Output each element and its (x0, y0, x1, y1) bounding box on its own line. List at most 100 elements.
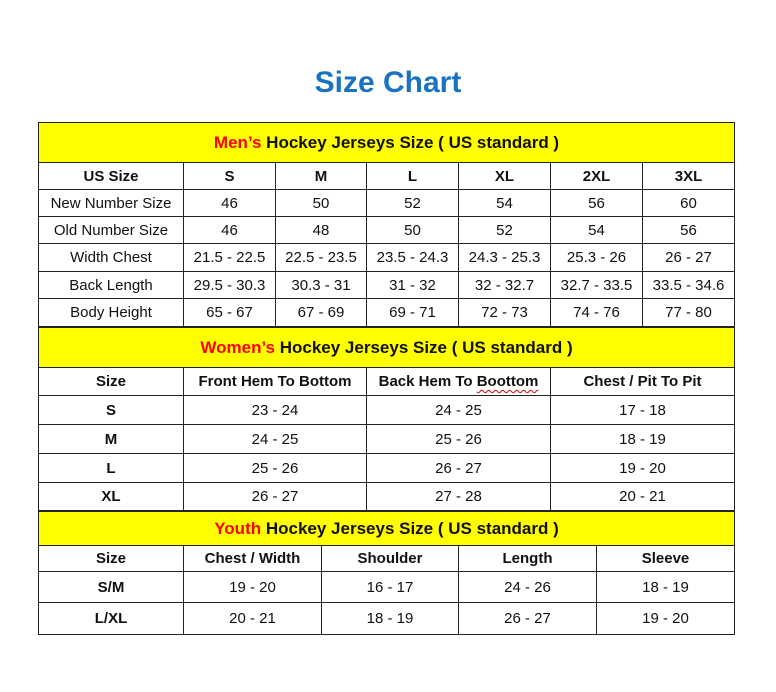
section-heading-text: Hockey Jerseys Size ( US standard ) (261, 132, 560, 152)
section-heading-highlight: Youth (214, 518, 262, 538)
women-header-row: Size Front Hem To Bottom Back Hem To Boott… (38, 367, 736, 396)
column-header-text: Back Hem To Boottom (378, 373, 539, 390)
table-row: Body Height 65 - 67 67 - 69 69 - 71 72 - 73 7… (38, 298, 736, 327)
table-cell: 33.5 - 34.6 (641, 271, 736, 299)
column-header: S (183, 162, 276, 190)
table-cell: 19 - 20 (183, 571, 322, 603)
table-cell: 46 (183, 216, 276, 244)
section-heading-text: Hockey Jerseys Size ( US standard ) (275, 337, 573, 357)
table-cell: 72 - 73 (458, 298, 551, 327)
youth-size-table: Youth Hockey Jerseys Size ( US standard … (38, 511, 735, 635)
table-cell: 21.5 - 22.5 (183, 243, 276, 272)
table-cell: 52 (366, 189, 459, 217)
column-header: Size (38, 367, 184, 396)
table-cell: 50 (275, 189, 367, 217)
column-header: Size (38, 545, 184, 572)
youth-header-row: Size Chest / Width Shoulder Length Sleeve (38, 545, 735, 572)
table-row: L 25 - 26 26 - 27 19 - 20 (38, 453, 736, 483)
youth-section-heading: Youth Hockey Jerseys Size ( US standard … (38, 511, 735, 546)
row-label: Width Chest (38, 243, 184, 272)
table-cell: 65 - 67 (183, 298, 276, 327)
table-row: Old Number Size 46 48 50 52 54 56 (38, 216, 736, 244)
column-header: Chest / Width (183, 545, 322, 572)
section-heading-highlight: Women’s (200, 337, 275, 357)
column-header: Length (458, 545, 597, 572)
table-cell: 31 - 32 (366, 271, 459, 299)
table-cell: 25 - 26 (183, 453, 367, 483)
table-cell: 27 - 28 (366, 482, 551, 511)
row-label: L (38, 453, 184, 483)
table-cell: 18 - 19 (549, 424, 736, 454)
table-cell: 30.3 - 31 (275, 271, 367, 299)
table-cell: 26 - 27 (366, 453, 551, 483)
row-label: L/XL (38, 602, 184, 635)
men-header-row: US Size S M L XL 2XL 3XL (38, 162, 736, 190)
table-cell: 32 - 32.7 (458, 271, 551, 299)
table-row: M 24 - 25 25 - 26 18 - 19 (38, 424, 736, 454)
table-row: L/XL 20 - 21 18 - 19 26 - 27 19 - 20 (38, 602, 735, 635)
table-row: S 23 - 24 24 - 25 17 - 18 (38, 395, 736, 425)
table-cell: 24 - 26 (458, 571, 597, 603)
table-cell: 52 (458, 216, 551, 244)
table-row: New Number Size 46 50 52 54 56 60 (38, 189, 736, 217)
table-cell: 25.3 - 26 (550, 243, 643, 272)
table-row: S/M 19 - 20 16 - 17 24 - 26 18 - 19 (38, 571, 735, 603)
men-size-table: Men’s Hockey Jerseys Size ( US standard … (37, 122, 736, 327)
table-cell: 56 (550, 189, 643, 217)
table-cell: 26 - 27 (458, 602, 597, 635)
row-label: S/M (38, 571, 184, 603)
table-cell: 50 (366, 216, 459, 244)
row-label: New Number Size (38, 189, 184, 217)
table-cell: 32.7 - 33.5 (550, 271, 643, 299)
row-label: Body Height (38, 298, 184, 327)
table-cell: 46 (183, 189, 276, 217)
row-label: Back Length (38, 271, 184, 299)
table-cell: 56 (641, 216, 736, 244)
column-header: Shoulder (321, 545, 459, 572)
column-header: 2XL (550, 162, 643, 190)
column-header: 3XL (641, 162, 736, 190)
column-header: M (275, 162, 367, 190)
misspelled-word: Boottom (476, 373, 539, 390)
women-size-table: Women’s Hockey Jerseys Size ( US standar… (37, 327, 736, 511)
table-cell: 19 - 20 (549, 453, 736, 483)
table-cell: 29.5 - 30.3 (183, 271, 276, 299)
table-cell: 18 - 19 (596, 571, 735, 603)
table-row: XL 26 - 27 27 - 28 20 - 21 (38, 482, 736, 511)
table-cell: 69 - 71 (366, 298, 459, 327)
table-cell: 22.5 - 23.5 (275, 243, 367, 272)
row-label: Old Number Size (38, 216, 184, 244)
table-cell: 23 - 24 (183, 395, 367, 425)
row-label: XL (38, 482, 184, 511)
column-header: Sleeve (596, 545, 735, 572)
table-cell: 16 - 17 (321, 571, 459, 603)
table-cell: 48 (275, 216, 367, 244)
table-cell: 18 - 19 (321, 602, 459, 635)
column-header: XL (458, 162, 551, 190)
row-label: M (38, 424, 184, 454)
section-heading-text: Hockey Jerseys Size ( US standard ) (261, 518, 559, 538)
table-cell: 26 - 27 (641, 243, 736, 272)
table-cell: 23.5 - 24.3 (366, 243, 459, 272)
section-heading-cell: Women’s Hockey Jerseys Size ( US standar… (37, 327, 736, 368)
table-cell: 24 - 25 (183, 424, 367, 454)
section-heading-cell: Men’s Hockey Jerseys Size ( US standard … (37, 122, 736, 163)
row-label: S (38, 395, 184, 425)
women-section-heading: Women’s Hockey Jerseys Size ( US standar… (37, 327, 736, 368)
table-cell: 20 - 21 (549, 482, 736, 511)
column-header: Back Hem To Boottom (366, 367, 551, 396)
table-cell: 74 - 76 (550, 298, 643, 327)
column-header: Chest / Pit To Pit (549, 367, 736, 396)
table-cell: 24 - 25 (366, 395, 551, 425)
column-header: US Size (38, 162, 184, 190)
section-heading-highlight: Men’s (213, 132, 262, 152)
table-row: Width Chest 21.5 - 22.5 22.5 - 23.5 23.5 - … (38, 243, 736, 272)
table-cell: 25 - 26 (366, 424, 551, 454)
table-cell: 17 - 18 (549, 395, 736, 425)
section-heading-cell: Youth Hockey Jerseys Size ( US standard … (38, 511, 735, 546)
table-cell: 20 - 21 (183, 602, 322, 635)
table-cell: 60 (641, 189, 736, 217)
table-row: Back Length 29.5 - 30.3 30.3 - 31 31 - 32 32… (38, 271, 736, 299)
size-chart: Men’s Hockey Jerseys Size ( US standard … (37, 122, 736, 635)
men-section-heading: Men’s Hockey Jerseys Size ( US standard … (37, 122, 736, 163)
